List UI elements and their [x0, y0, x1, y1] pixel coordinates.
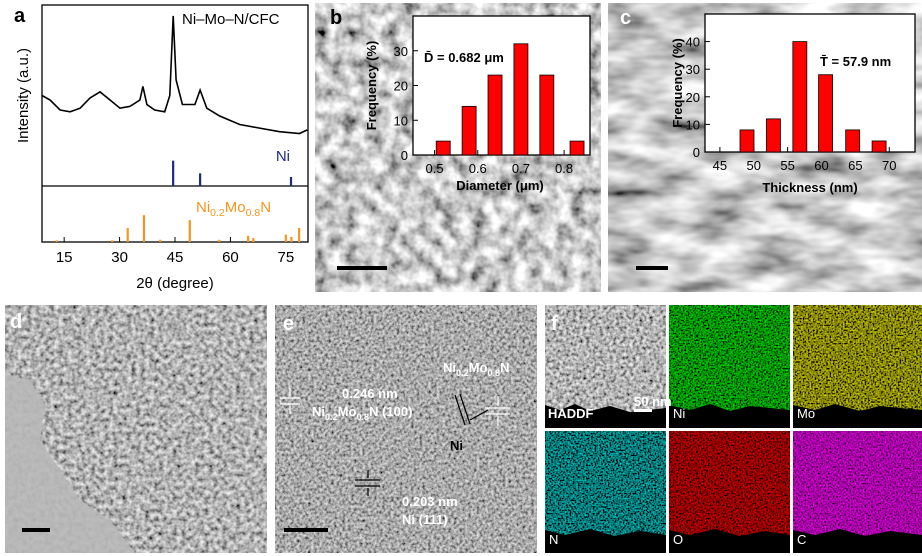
x-tick-label: 0.8	[555, 161, 573, 176]
x-tick-label: 45	[713, 158, 727, 173]
map-edge	[545, 404, 922, 553]
x-axis-label: 2θ (degree)	[136, 275, 214, 292]
y-tick-label: 0	[693, 145, 700, 160]
subscript: 0.8	[356, 412, 369, 422]
y-axis-label: Intensity (a.u.)	[15, 48, 32, 143]
text-part: N (100)	[369, 404, 412, 419]
bar	[766, 118, 781, 153]
bar	[513, 43, 529, 156]
x-tick-label: 30	[111, 249, 128, 266]
x-tick-label: 70	[882, 158, 896, 173]
x-tick-label: 45	[167, 249, 184, 266]
annotation: T̄ = 57.9 nm	[820, 54, 891, 69]
annotation: Ni0.2Mo0.8N (100)	[312, 404, 412, 422]
text-part: Ni	[276, 148, 290, 165]
bar	[739, 129, 755, 153]
subscript: 0.8	[487, 368, 500, 378]
annotation: Ni (111)	[402, 512, 448, 527]
y-axis-label: Frequency (%)	[670, 38, 685, 128]
bar	[487, 74, 503, 156]
subscript: 0.2	[456, 368, 469, 378]
y-tick-label: 30	[686, 62, 700, 77]
subscript: 0.8	[246, 207, 261, 219]
lattice-markers-dark	[355, 393, 489, 496]
x-tick-label: 75	[277, 249, 294, 266]
x-axis-label: Thickness (nm)	[762, 180, 857, 195]
bar	[845, 129, 861, 153]
subscript: 0.2	[325, 412, 338, 422]
text-part: N	[500, 360, 509, 375]
x-tick-label: 0.5	[426, 161, 444, 176]
x-tick-label: 15	[56, 249, 73, 266]
panel-label: b	[330, 7, 342, 29]
tile-label: Mo	[797, 406, 815, 421]
text-part: 0.203 nm	[402, 494, 458, 509]
hrtem-image	[275, 305, 537, 553]
bar	[435, 140, 451, 156]
text-part: Ni	[443, 360, 456, 375]
y-tick-label: 20	[686, 90, 700, 105]
x-tick-label: 65	[848, 158, 862, 173]
panel-label: e	[283, 313, 294, 335]
panel-label: d	[10, 311, 22, 333]
bar	[539, 74, 555, 156]
y-axis-label: Frequency (%)	[364, 41, 379, 131]
annotation: Ni	[450, 438, 463, 453]
scale-label: 50 nm	[634, 394, 672, 409]
panel-label: a	[14, 5, 26, 27]
text-part: Ni (111)	[402, 512, 448, 527]
text-part: Ni	[312, 404, 325, 419]
x-tick-label: 55	[780, 158, 794, 173]
subscript: 0.2	[210, 207, 225, 219]
plot-frame	[704, 13, 916, 153]
text-part: Ni	[450, 438, 463, 453]
y-tick-label: 40	[686, 35, 700, 50]
x-tick-label: 60	[814, 158, 828, 173]
text-part: 0.246 nm	[342, 386, 398, 401]
annotation: 0.246 nm	[342, 386, 398, 401]
y-tick-label: 10	[686, 117, 700, 132]
bar	[792, 41, 808, 153]
bar	[461, 105, 477, 156]
x-tick-label: 0.6	[469, 161, 487, 176]
y-tick-label: 20	[394, 79, 408, 94]
annotation: D̄ = 0.682 μm	[424, 50, 504, 65]
panel-label: f	[551, 313, 558, 335]
tile-label: HADDF	[548, 406, 594, 421]
text-part: N	[260, 199, 271, 216]
x-tick-label: 50	[747, 158, 761, 173]
lattice-markers	[280, 388, 510, 426]
x-tick-label: 0.7	[512, 161, 530, 176]
tile-label: C	[797, 532, 806, 547]
annotation: Ni0.2Mo0.8N	[443, 360, 509, 378]
text-part: Ni	[196, 199, 210, 216]
panel-label: c	[620, 7, 631, 29]
sample-label: Ni–Mo–N/CFC	[182, 11, 280, 28]
text-part: Mo	[469, 360, 488, 375]
tile-label: Ni	[673, 406, 685, 421]
y-tick-label: 10	[394, 113, 408, 128]
legend-entry: Ni	[276, 148, 290, 165]
x-axis-label: Diameter (μm)	[456, 178, 543, 193]
tile-label: N	[549, 532, 558, 547]
annotation: 0.203 nm	[402, 494, 458, 509]
scale-bars	[22, 266, 668, 532]
bar	[818, 74, 833, 153]
legend-entry: Ni0.2Mo0.8N	[196, 199, 271, 219]
tile-label: O	[673, 532, 683, 547]
spectrum	[41, 15, 308, 135]
map-tile	[669, 305, 790, 428]
map-tile	[793, 305, 922, 428]
bar	[569, 140, 585, 156]
y-tick-label: 0	[401, 148, 408, 163]
text-part: Mo	[225, 199, 246, 216]
bar	[871, 140, 887, 153]
support-film	[5, 375, 135, 553]
text-part: Mo	[338, 404, 357, 419]
x-tick-label: 60	[222, 249, 239, 266]
y-tick-label: 30	[394, 44, 408, 59]
